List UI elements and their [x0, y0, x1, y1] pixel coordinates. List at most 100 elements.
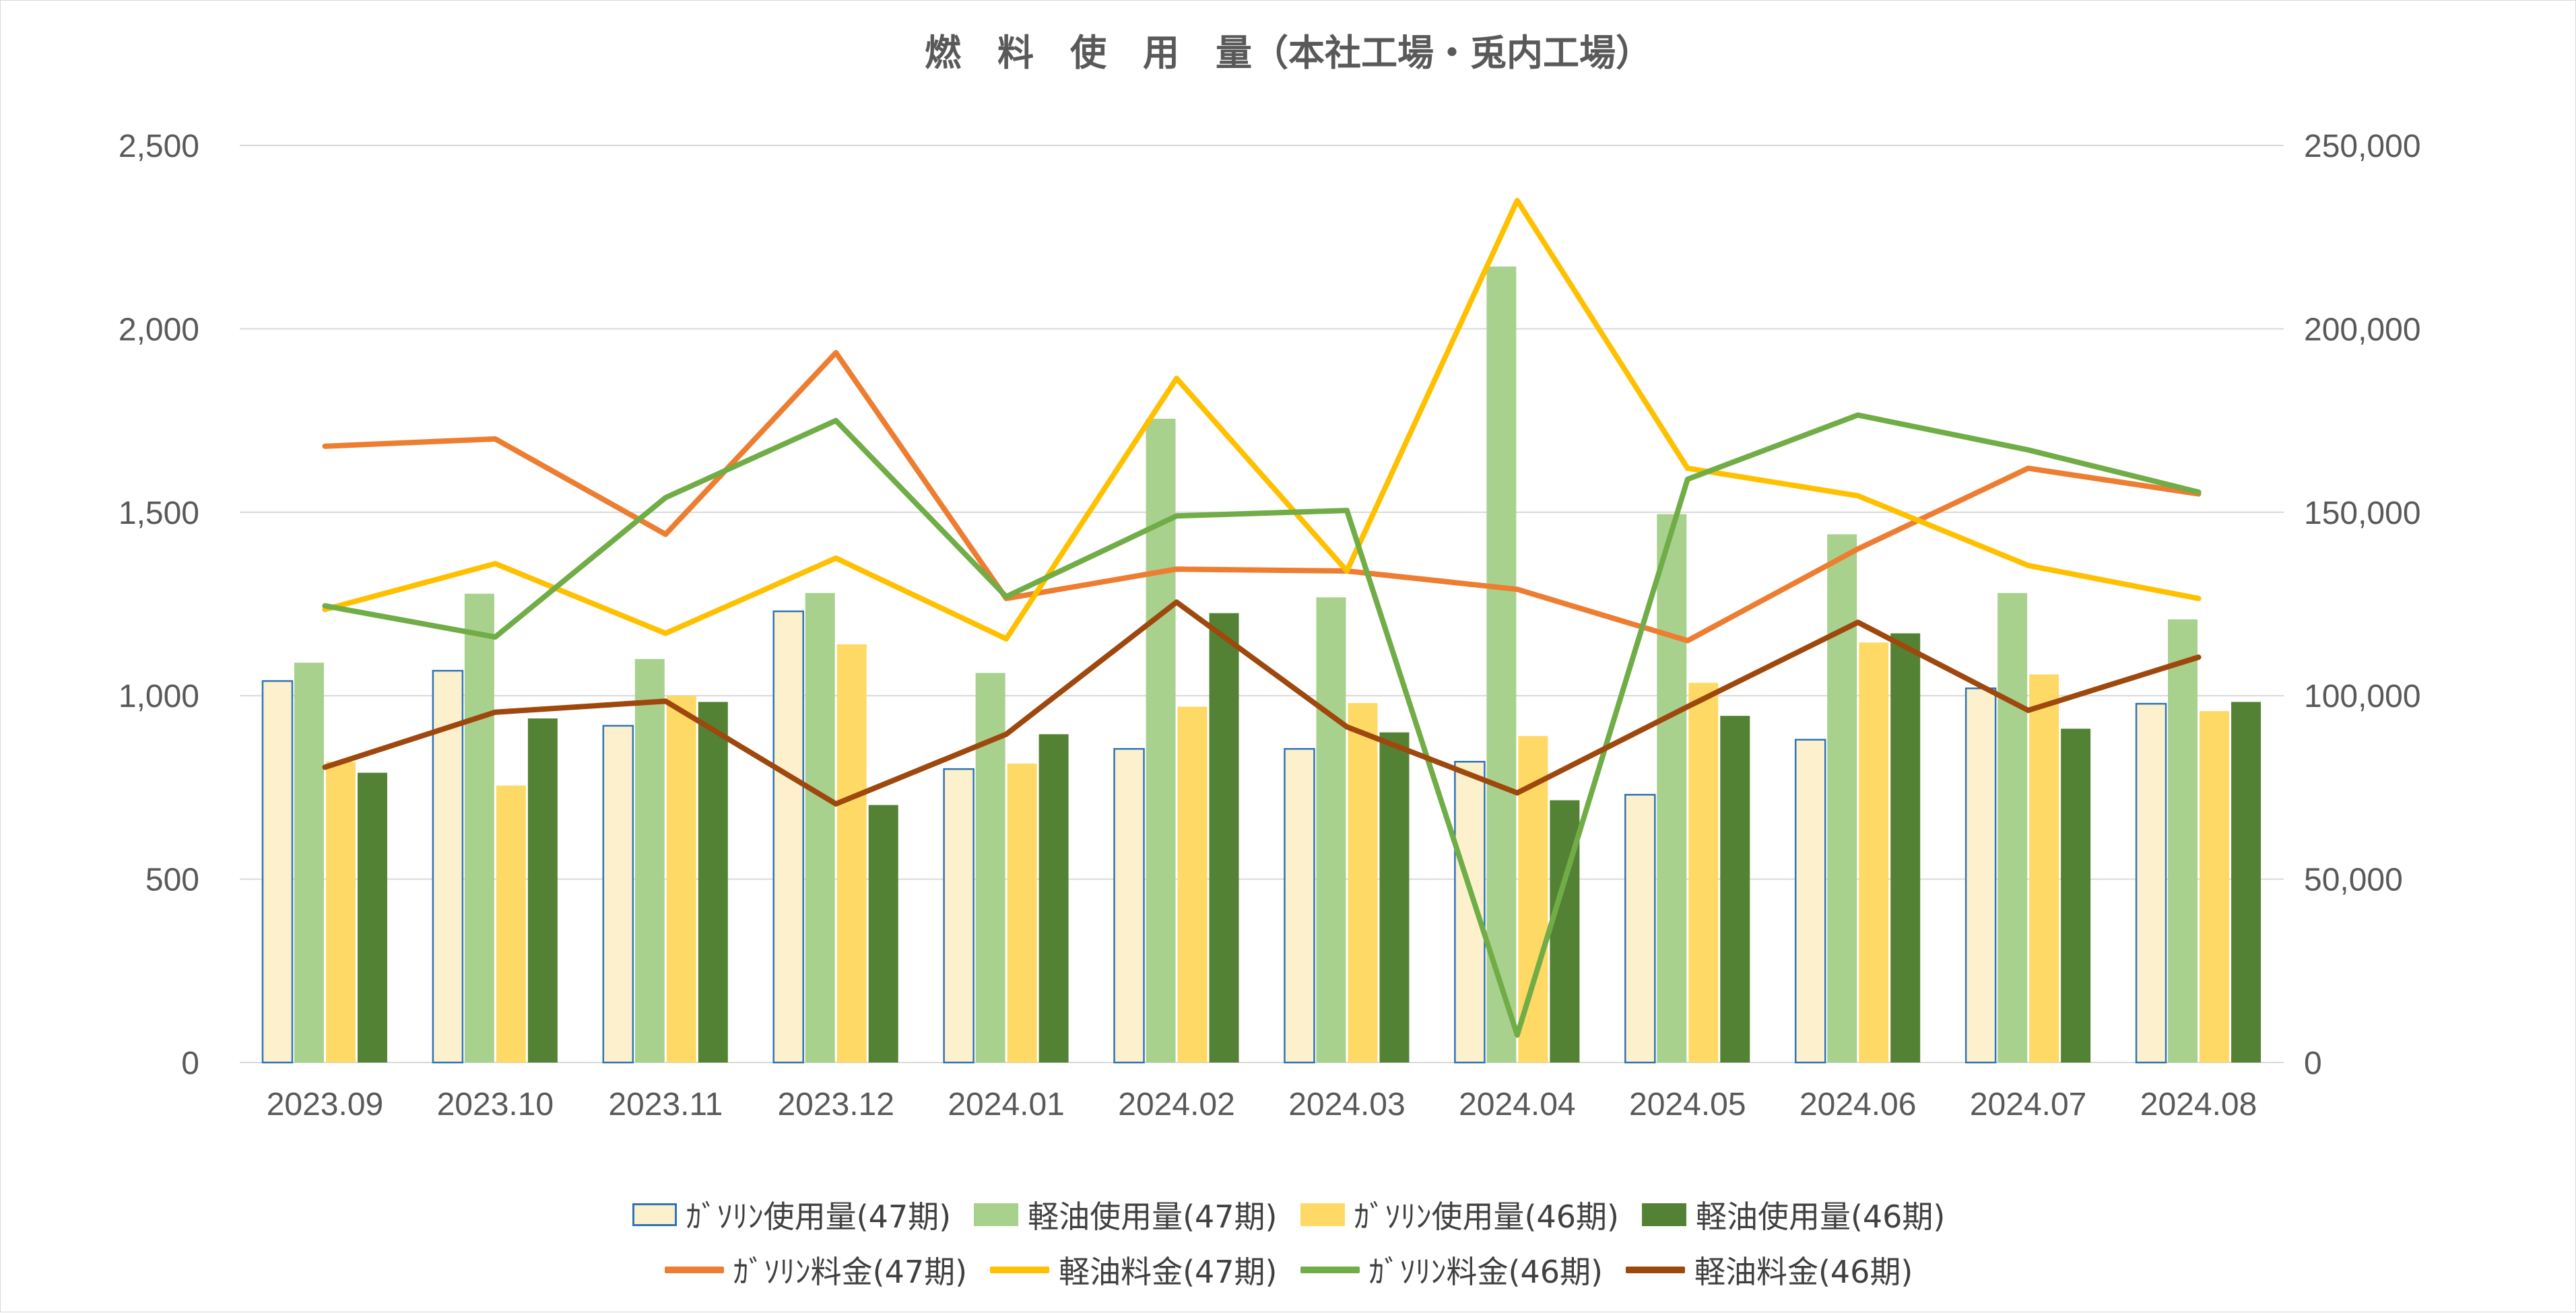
bar-3-2024.07	[2029, 674, 2059, 1063]
bar-2-2023.10	[464, 593, 494, 1063]
bar-1-2023.12	[772, 610, 804, 1064]
x-tick-label: 2024.07	[1970, 1087, 2087, 1122]
legend-item: ｶﾞｿﾘﾝ料金(46期)	[1300, 1248, 1603, 1292]
bar-3-2024.02	[1177, 706, 1208, 1063]
x-tick-label: 2024.05	[1629, 1087, 1746, 1122]
legend-swatch	[1625, 1267, 1685, 1273]
bar-1-2024.08	[2135, 702, 2167, 1064]
line-series-2	[322, 197, 2202, 642]
legend-item: ｶﾞｿﾘﾝ使用量(46期)	[1300, 1192, 1619, 1237]
legend-row-lines: ｶﾞｿﾘﾝ料金(47期) 軽油料金(47期) ｶﾞｿﾘﾝ料金(46期) 軽油料金(46…	[1, 1248, 2576, 1292]
bar-3-2024.06	[1859, 642, 1889, 1063]
legend-item: ｶﾞｿﾘﾝ使用量(47期)	[632, 1192, 951, 1237]
legend-item: 軽油料金(46期)	[1625, 1248, 1913, 1292]
x-tick-label: 2023.12	[777, 1087, 894, 1122]
bar-1-2024.01	[943, 768, 975, 1064]
bar-3-2024.03	[1348, 703, 1378, 1063]
y-left-tick-label: 2,000	[119, 312, 199, 347]
legend-item: 軽油使用量(46期)	[1641, 1192, 1946, 1237]
bar-2-2024.06	[1827, 534, 1857, 1063]
bar-4-2023.10	[527, 718, 558, 1063]
legend-swatch	[990, 1267, 1050, 1273]
legend-swatch	[1641, 1203, 1686, 1226]
bar-1-2023.10	[432, 669, 464, 1064]
bar-2-2023.11	[634, 659, 665, 1063]
bar-4-2024.07	[2061, 729, 2091, 1063]
line-series-1	[322, 349, 2202, 644]
line-series-3	[322, 412, 2202, 1038]
legend-swatch	[974, 1203, 1019, 1226]
bar-4-2024.06	[1890, 633, 1921, 1063]
bar-4-2024.01	[1038, 734, 1069, 1063]
x-tick-label: 2023.10	[437, 1087, 554, 1122]
bar-4-2024.02	[1209, 613, 1239, 1063]
bar-4-2024.08	[2231, 702, 2261, 1063]
y-right-tick-label: 50,000	[2304, 863, 2403, 898]
y-right-tick-label: 250,000	[2304, 129, 2421, 164]
legend-swatch	[1300, 1267, 1360, 1273]
legend-swatch	[664, 1267, 724, 1273]
legend-label: 軽油使用量(46期)	[1695, 1199, 1946, 1235]
line-series-4	[322, 599, 2202, 807]
y-left-tick-label: 500	[145, 863, 199, 898]
bar-1-2024.05	[1624, 794, 1656, 1064]
bar-2-2024.01	[975, 673, 1005, 1063]
bar-1-2023.11	[602, 725, 634, 1064]
bar-2-2023.09	[294, 663, 324, 1063]
bar-4-2023.09	[357, 772, 387, 1063]
legend-label: 軽油使用量(47期)	[1028, 1199, 1278, 1235]
y-left-tick-label: 0	[181, 1046, 199, 1081]
legend-item: 軽油使用量(47期)	[974, 1192, 1278, 1237]
bar-1-2023.09	[261, 680, 294, 1064]
bar-4-2024.05	[1720, 716, 1750, 1063]
legend-label: ｶﾞｿﾘﾝ使用量(47期)	[686, 1199, 952, 1235]
bar-4-2023.11	[698, 702, 728, 1063]
bar-2-2024.08	[2168, 619, 2198, 1063]
legend-item: ｶﾞｿﾘﾝ料金(47期)	[664, 1248, 968, 1292]
bar-4-2023.12	[868, 805, 898, 1063]
legend-label: 軽油料金(47期)	[1059, 1254, 1278, 1290]
bar-2-2024.03	[1316, 597, 1346, 1063]
legend-item: 軽油料金(47期)	[990, 1248, 1278, 1292]
x-tick-label: 2023.09	[267, 1087, 384, 1122]
y-right-tick-label: 0	[2304, 1046, 2322, 1081]
x-tick-label: 2024.02	[1118, 1087, 1235, 1122]
y-right-tick-label: 150,000	[2304, 496, 2421, 531]
y-left-tick-label: 1,500	[119, 496, 199, 531]
legend-label: 軽油料金(46期)	[1694, 1254, 1913, 1290]
legend-label: ｶﾞｿﾘﾝ料金(46期)	[1368, 1254, 1603, 1290]
bar-3-2024.05	[1688, 683, 1719, 1063]
bar-2-2024.02	[1146, 418, 1176, 1063]
legend-swatch	[632, 1203, 677, 1226]
x-tick-label: 2024.06	[1799, 1087, 1917, 1122]
bar-1-2024.06	[1794, 739, 1826, 1064]
y-left-tick-label: 1,000	[119, 679, 199, 714]
bar-1-2024.07	[1964, 687, 1997, 1064]
x-tick-label: 2024.08	[2140, 1087, 2257, 1122]
bar-3-2023.10	[496, 785, 526, 1063]
legend-row-bars: ｶﾞｿﾘﾝ使用量(47期) 軽油使用量(47期) ｶﾞｿﾘﾝ使用量(46期) 軽油使用…	[1, 1192, 2576, 1237]
bar-2-2024.05	[1657, 514, 1687, 1063]
bar-3-2023.09	[325, 762, 356, 1063]
x-tick-label: 2024.01	[948, 1087, 1065, 1122]
y-right-tick-label: 100,000	[2304, 679, 2421, 714]
legend-label: ｶﾞｿﾘﾝ料金(47期)	[733, 1254, 968, 1290]
x-tick-label: 2024.04	[1459, 1087, 1576, 1122]
bar-2-2024.04	[1486, 266, 1517, 1063]
chart-title: 燃 料 使 用 量（本社工場・兎内工場）	[925, 32, 1652, 74]
bar-1-2024.02	[1113, 747, 1145, 1064]
x-tick-label: 2023.11	[608, 1087, 723, 1122]
bar-2-2023.12	[805, 593, 835, 1063]
legend-swatch	[1300, 1203, 1345, 1226]
bar-2-2024.07	[1997, 593, 2028, 1063]
bar-3-2023.11	[666, 696, 696, 1063]
bar-1-2024.03	[1284, 747, 1315, 1064]
y-right-tick-label: 200,000	[2304, 312, 2421, 347]
bar-3-2024.01	[1007, 763, 1037, 1063]
bar-3-2023.12	[836, 644, 867, 1063]
legend-label: ｶﾞｿﾘﾝ使用量(46期)	[1354, 1199, 1619, 1235]
y-left-tick-label: 2,500	[119, 129, 199, 164]
x-tick-label: 2024.03	[1288, 1087, 1406, 1122]
